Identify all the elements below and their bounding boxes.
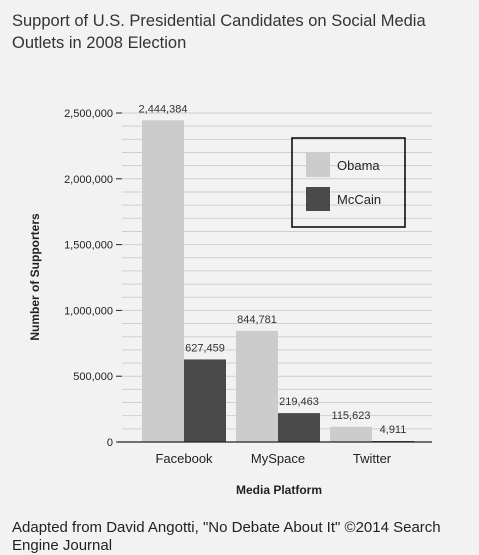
- chart-title: Support of U.S. Presidential Candidates …: [12, 12, 426, 52]
- bar-mccain-facebook: [184, 359, 226, 442]
- source-note: Adapted from David Angotti, "No Debate A…: [12, 519, 441, 554]
- y-tick-label: 2,000,000: [64, 174, 113, 186]
- y-axis-title: Number of Supporters: [28, 213, 42, 341]
- category-label: Twitter: [353, 451, 392, 466]
- bar-obama-facebook: [142, 120, 184, 443]
- bar-chart: 0 500,000 1,000,000 1,500,000 2,000,000 2,500…: [28, 103, 432, 497]
- data-label: 4,911: [380, 424, 407, 436]
- x-axis-categories: Facebook MySpace Twitter: [155, 451, 391, 466]
- legend-swatch-obama: [306, 153, 330, 177]
- bar-obama-myspace: [236, 330, 278, 442]
- legend-swatch-mccain: [306, 187, 330, 211]
- y-tick-label: 0: [107, 437, 113, 449]
- data-label: 844,781: [237, 314, 277, 326]
- category-label: MySpace: [251, 451, 305, 466]
- legend-box: [291, 137, 406, 228]
- bar-obama-twitter: [330, 426, 372, 442]
- y-axis-ticks: 0 500,000 1,000,000 1,500,000 2,000,000 2,500…: [64, 108, 122, 449]
- data-labels: 2,444,384 627,459 844,781 219,463 115,623 4,9…: [139, 103, 407, 436]
- bar-mccain-myspace: [278, 413, 320, 442]
- data-label: 627,459: [185, 342, 225, 354]
- category-label: Facebook: [155, 451, 213, 466]
- data-label: 219,463: [279, 396, 319, 408]
- legend-label-mccain: McCain: [337, 192, 381, 207]
- legend: Obama McCain: [291, 137, 406, 228]
- bars: [142, 120, 414, 443]
- x-axis-title: Media Platform: [236, 483, 322, 497]
- legend-label-obama: Obama: [337, 158, 380, 173]
- data-label: 2,444,384: [139, 103, 188, 115]
- y-tick-label: 1,500,000: [64, 240, 113, 252]
- y-tick-label: 2,500,000: [64, 108, 113, 120]
- y-tick-label: 1,000,000: [64, 305, 113, 317]
- y-tick-label: 500,000: [73, 371, 113, 383]
- data-label: 115,623: [332, 410, 371, 422]
